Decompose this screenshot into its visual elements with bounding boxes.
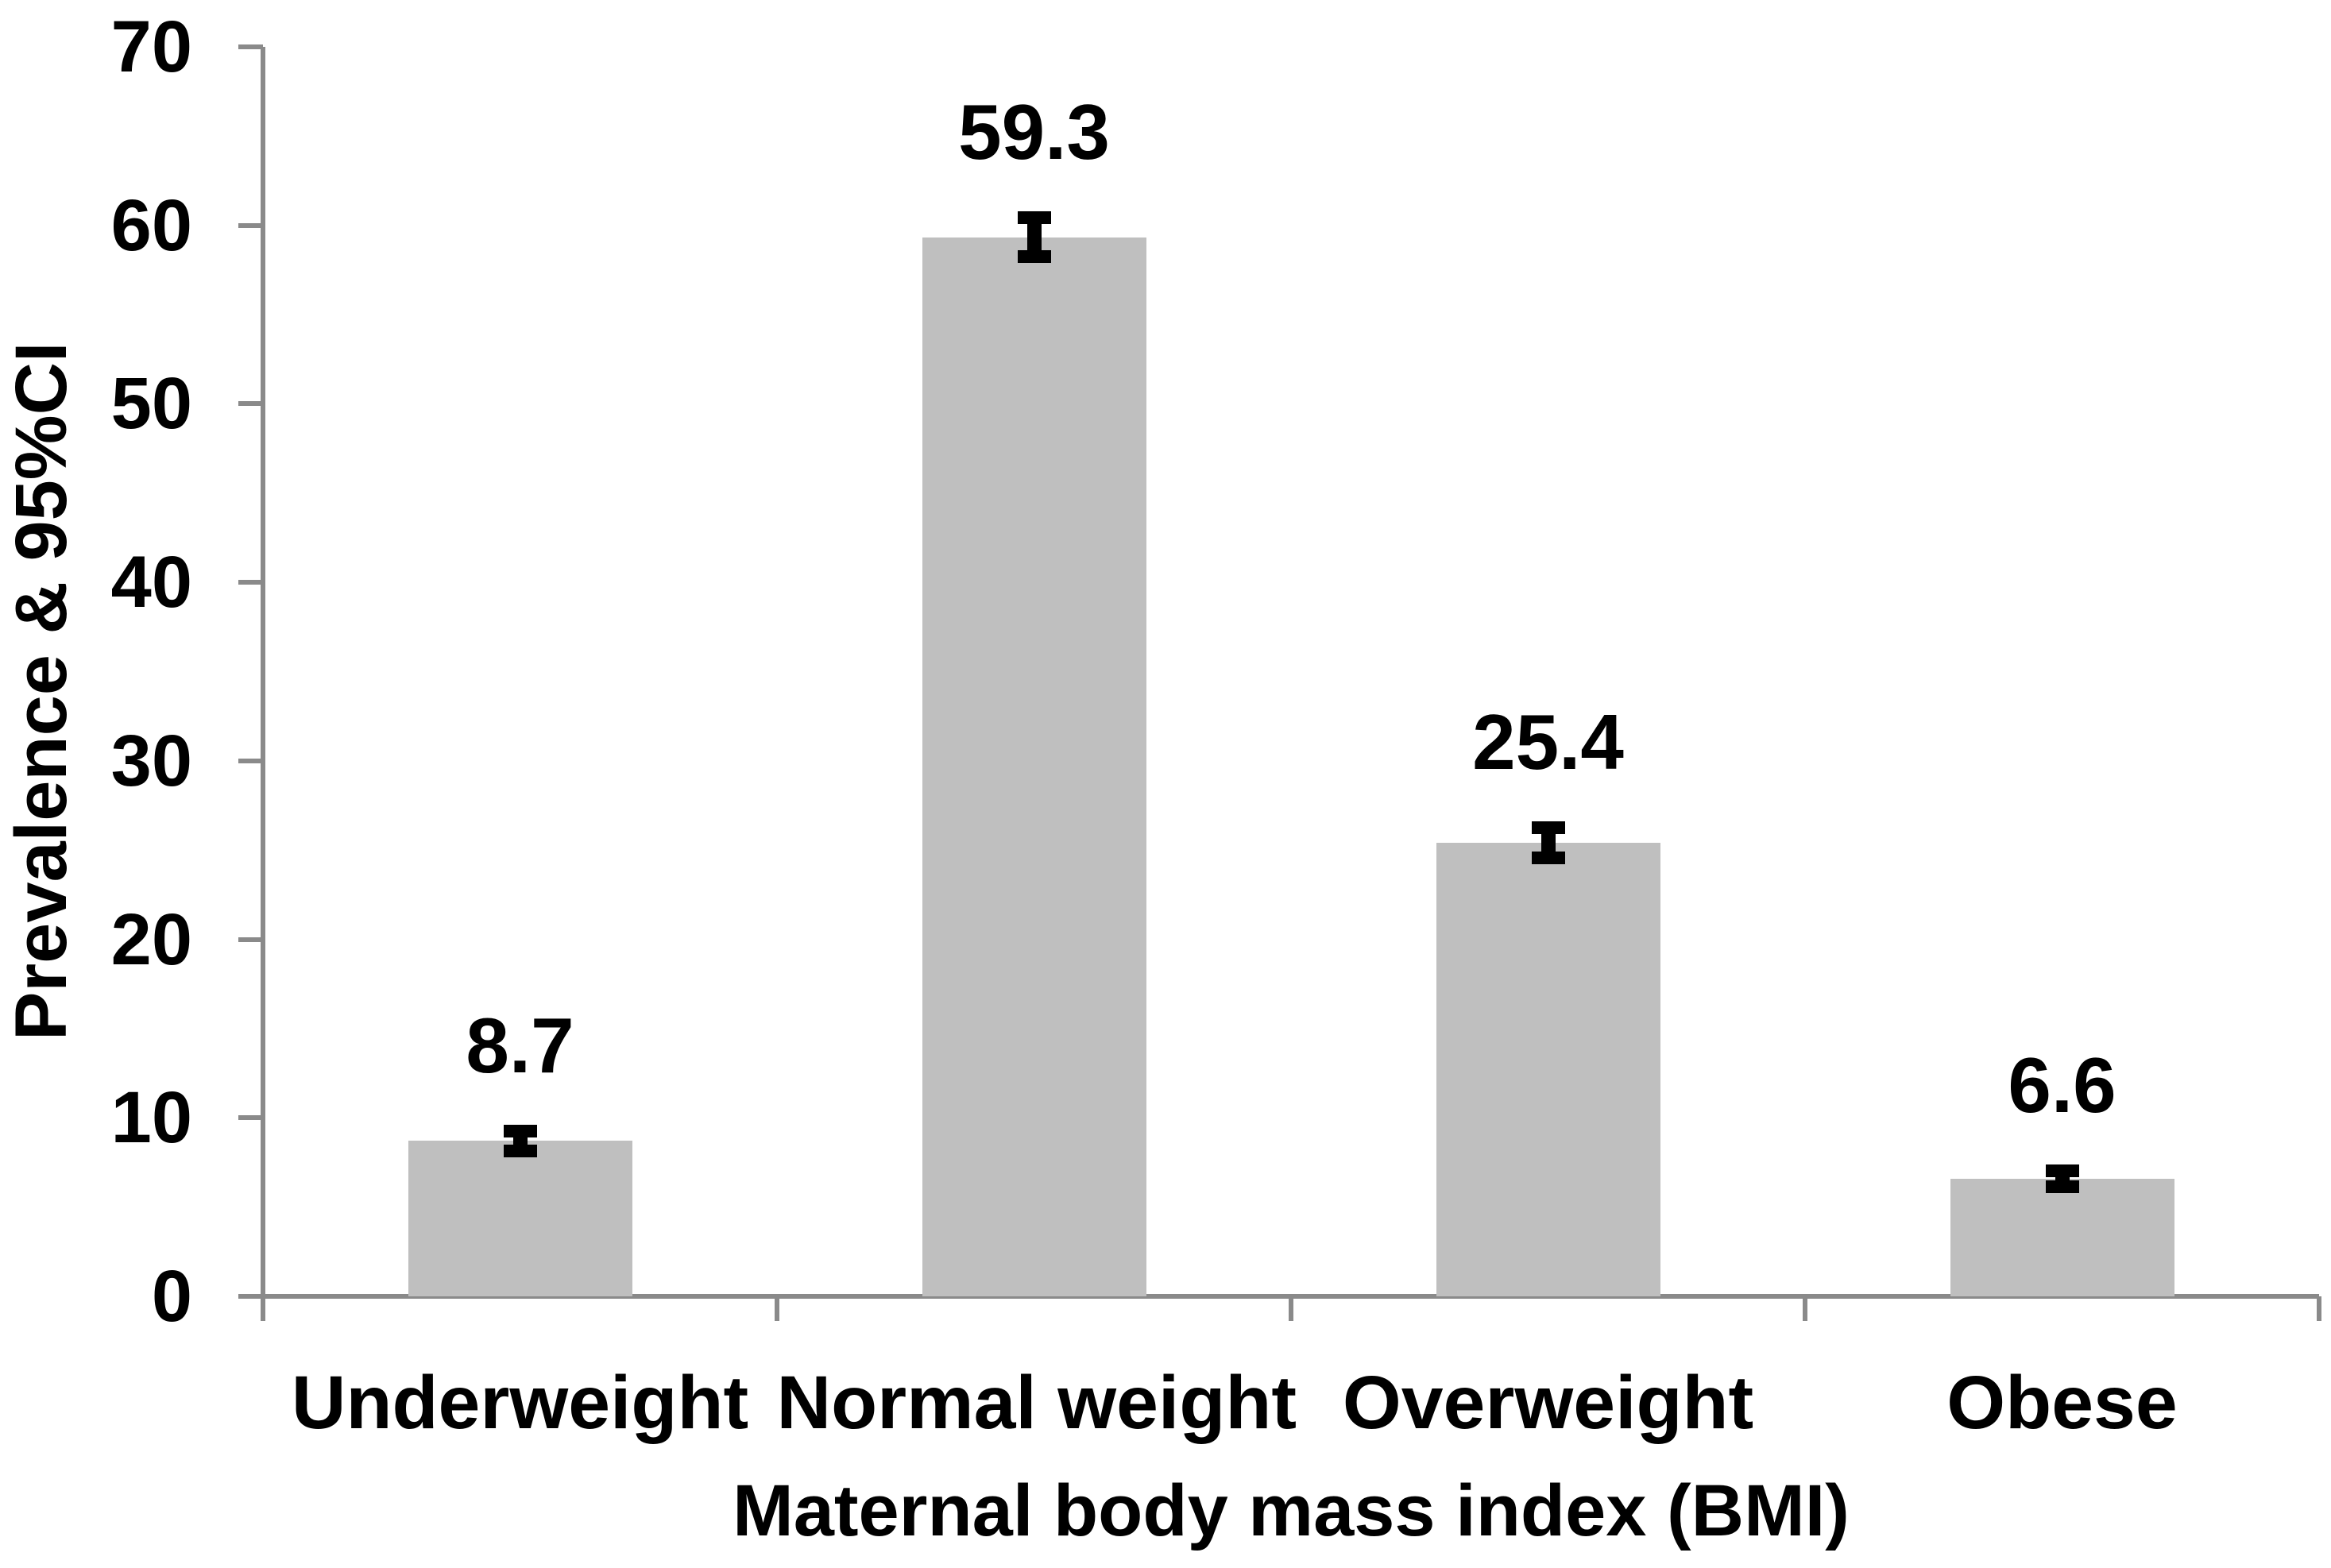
y-tick-label: 40 (110, 542, 192, 624)
y-tick-mark (238, 758, 263, 763)
error-bar-bottom-cap-underweight (503, 1144, 537, 1157)
bar-value-label-normal-weight: 59.3 (958, 87, 1110, 176)
y-tick-label: 0 (151, 1256, 192, 1337)
x-tick-mark (1289, 1296, 1293, 1321)
x-tick-mark (261, 1296, 265, 1321)
bar-overweight (1436, 843, 1660, 1296)
y-tick-mark (238, 937, 263, 942)
error-bar-trunk-normal-weight (1026, 210, 1042, 263)
bar-normal-weight (922, 238, 1146, 1296)
y-tick-label: 20 (110, 898, 192, 980)
x-category-label-obese: Obese (1946, 1361, 2178, 1445)
error-bar-bottom-cap-overweight (1531, 852, 1565, 865)
bar-underweight (408, 1141, 632, 1296)
y-tick-mark (238, 1115, 263, 1121)
y-axis-line (261, 47, 265, 1296)
error-bar-top-cap-normal-weight (1017, 210, 1051, 224)
x-category-label-normal-weight: Normal weight (776, 1361, 1297, 1445)
bar-obese (1950, 1178, 2174, 1296)
bar-value-label-underweight: 8.7 (466, 1002, 574, 1090)
x-category-label-underweight: Underweight (291, 1361, 749, 1445)
error-bar-bottom-cap-obese (2045, 1180, 2079, 1193)
error-bar-top-cap-overweight (1531, 821, 1565, 835)
x-category-label-overweight: Overweight (1342, 1361, 1754, 1445)
y-tick-label: 60 (110, 184, 192, 266)
x-axis-line (238, 1294, 2319, 1299)
x-tick-mark (1803, 1296, 1807, 1321)
error-bar-top-cap-underweight (503, 1125, 537, 1138)
x-tick-mark (775, 1296, 779, 1321)
y-tick-label: 30 (110, 720, 192, 801)
y-tick-mark (238, 580, 263, 585)
y-tick-label: 70 (110, 6, 192, 87)
y-tick-label: 10 (110, 1077, 192, 1159)
error-bar-top-cap-obese (2045, 1164, 2079, 1177)
y-tick-label: 50 (110, 363, 192, 445)
x-axis-title: Maternal body mass index (BMI) (733, 1470, 1850, 1551)
y-tick-mark (238, 401, 263, 407)
bar-value-label-obese: 6.6 (2008, 1041, 2116, 1129)
y-tick-mark (238, 222, 263, 228)
error-bar-bottom-cap-normal-weight (1017, 249, 1051, 263)
x-tick-mark (2317, 1296, 2321, 1321)
y-tick-mark (238, 44, 263, 49)
bar-value-label-overweight: 25.4 (1472, 698, 1624, 786)
